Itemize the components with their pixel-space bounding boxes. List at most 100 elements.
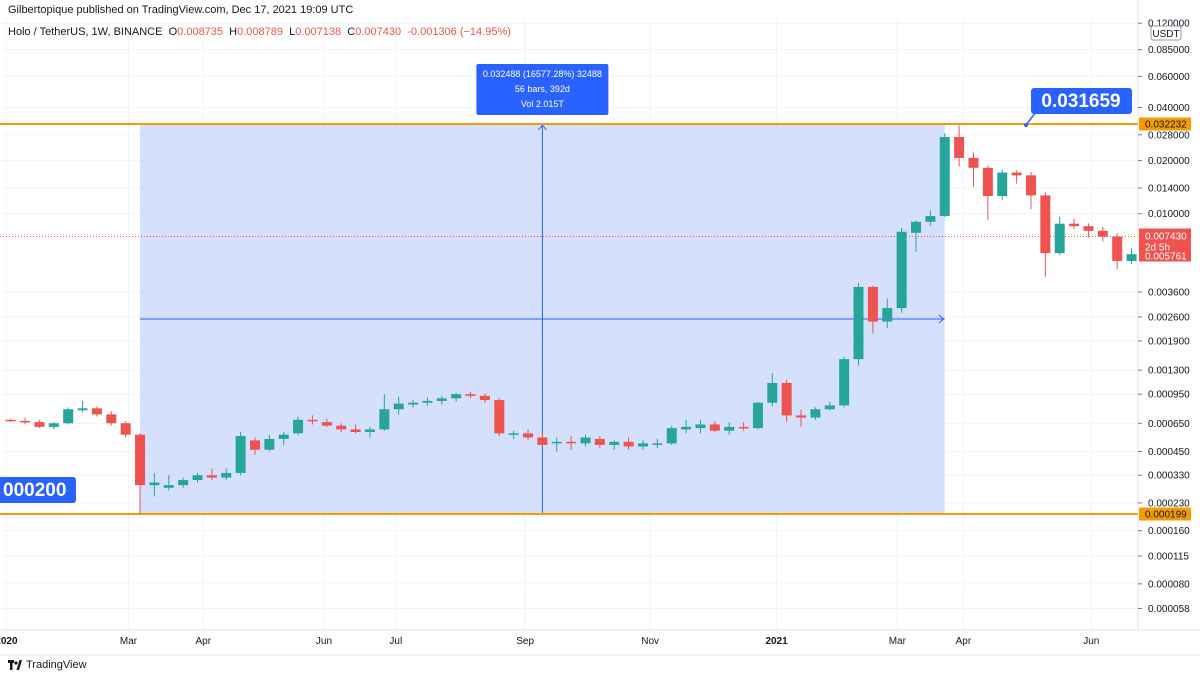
price-tick-label: 0.010000 xyxy=(1148,209,1190,220)
candle-body xyxy=(307,419,318,422)
candle-body xyxy=(752,402,763,429)
candle xyxy=(551,437,562,452)
candle xyxy=(652,438,663,449)
candle xyxy=(681,419,692,434)
candle xyxy=(1011,170,1022,184)
candle xyxy=(91,406,102,417)
time-tick-label: Apr xyxy=(195,636,211,647)
time-tick-label: Mar xyxy=(889,636,907,647)
candle-body xyxy=(106,414,117,424)
candle-body xyxy=(149,482,160,486)
candle-body xyxy=(824,405,835,410)
candle xyxy=(249,437,260,455)
candle xyxy=(120,420,131,438)
candle xyxy=(695,419,706,434)
footer-brand: TradingView xyxy=(26,659,87,671)
candle xyxy=(364,426,375,438)
candle xyxy=(48,422,59,430)
publish-header: Gilbertopique published on TradingView.c… xyxy=(0,0,1200,22)
candle-body xyxy=(1025,175,1036,196)
candle xyxy=(235,431,246,476)
candle xyxy=(637,440,648,450)
candle xyxy=(293,416,304,435)
price-tick-label: 0.000080 xyxy=(1148,579,1190,590)
candle xyxy=(350,424,361,434)
candle xyxy=(1025,172,1036,210)
candle xyxy=(149,472,160,497)
candle xyxy=(479,393,490,403)
candle-body xyxy=(939,137,950,217)
candle xyxy=(422,397,433,406)
candle-body xyxy=(235,436,246,473)
symbol-name: Holo / TetherUS, 1W, BINANCE xyxy=(8,26,163,38)
candle-body xyxy=(422,400,433,403)
candle-body xyxy=(551,441,562,444)
candle-body xyxy=(594,438,605,445)
candle xyxy=(566,436,577,450)
candle-body xyxy=(1126,254,1137,261)
candle-body xyxy=(724,426,735,431)
candle-body xyxy=(810,409,821,418)
callout-high-dot xyxy=(1024,123,1028,127)
time-tick-label: Jul xyxy=(389,636,402,647)
candle xyxy=(824,401,835,411)
candle-body xyxy=(1069,223,1080,227)
candle-body xyxy=(637,443,648,447)
level-price-tag-text: 0.032232 xyxy=(1145,120,1187,131)
price-tick-label: 0.000058 xyxy=(1148,604,1190,615)
candle-body xyxy=(120,423,131,435)
candle xyxy=(135,433,146,514)
candle xyxy=(752,401,763,430)
candle xyxy=(465,391,476,399)
candle-body xyxy=(34,422,45,427)
candle xyxy=(839,356,850,408)
candle xyxy=(767,373,778,407)
candle xyxy=(911,220,922,252)
low-value: 0.007138 xyxy=(295,26,342,38)
candle xyxy=(925,209,936,226)
candle xyxy=(393,396,404,415)
candle-body xyxy=(896,231,907,309)
candle-body xyxy=(336,425,347,430)
candle-body xyxy=(968,157,979,168)
candle-body xyxy=(609,441,620,445)
callout-low-text: 000200 xyxy=(3,480,66,501)
close-value: 0.007430 xyxy=(355,26,402,38)
candle-body xyxy=(465,394,476,396)
candle xyxy=(997,169,1008,200)
candle-body xyxy=(853,286,864,360)
price-tick-label: 0.120000 xyxy=(1148,19,1190,30)
candle-body xyxy=(321,422,332,426)
candle xyxy=(321,418,332,427)
level-lines[interactable] xyxy=(0,123,1138,515)
candle xyxy=(896,228,907,313)
candle-body xyxy=(997,172,1008,197)
symbol-legend[interactable]: Holo / TetherUS, 1W, BINANCE O0.008735 H… xyxy=(8,26,511,38)
price-tick-label: 0.002600 xyxy=(1148,312,1190,323)
price-tick-label: 0.001900 xyxy=(1148,337,1190,348)
candle-body xyxy=(451,394,462,399)
candle-body xyxy=(436,398,447,401)
level-price-tag xyxy=(1139,507,1191,521)
candle-body xyxy=(91,408,102,415)
candle-body xyxy=(867,286,878,322)
candle xyxy=(867,285,878,334)
candle-body xyxy=(523,433,534,438)
candle-body xyxy=(695,424,706,429)
candle-body xyxy=(163,485,174,488)
candle-body xyxy=(781,382,792,416)
candle xyxy=(508,430,519,439)
candle xyxy=(709,420,720,432)
candle-body xyxy=(767,382,778,403)
candle xyxy=(307,415,318,425)
candle-body xyxy=(48,423,59,427)
candle xyxy=(178,477,189,488)
time-tick-label: Nov xyxy=(641,636,659,647)
price-tick-label: 0.020000 xyxy=(1148,156,1190,167)
candle-body xyxy=(623,441,634,447)
price-tick-label: 0.000330 xyxy=(1148,471,1190,482)
candle xyxy=(982,165,993,221)
time-tick-label: Sep xyxy=(516,636,534,647)
